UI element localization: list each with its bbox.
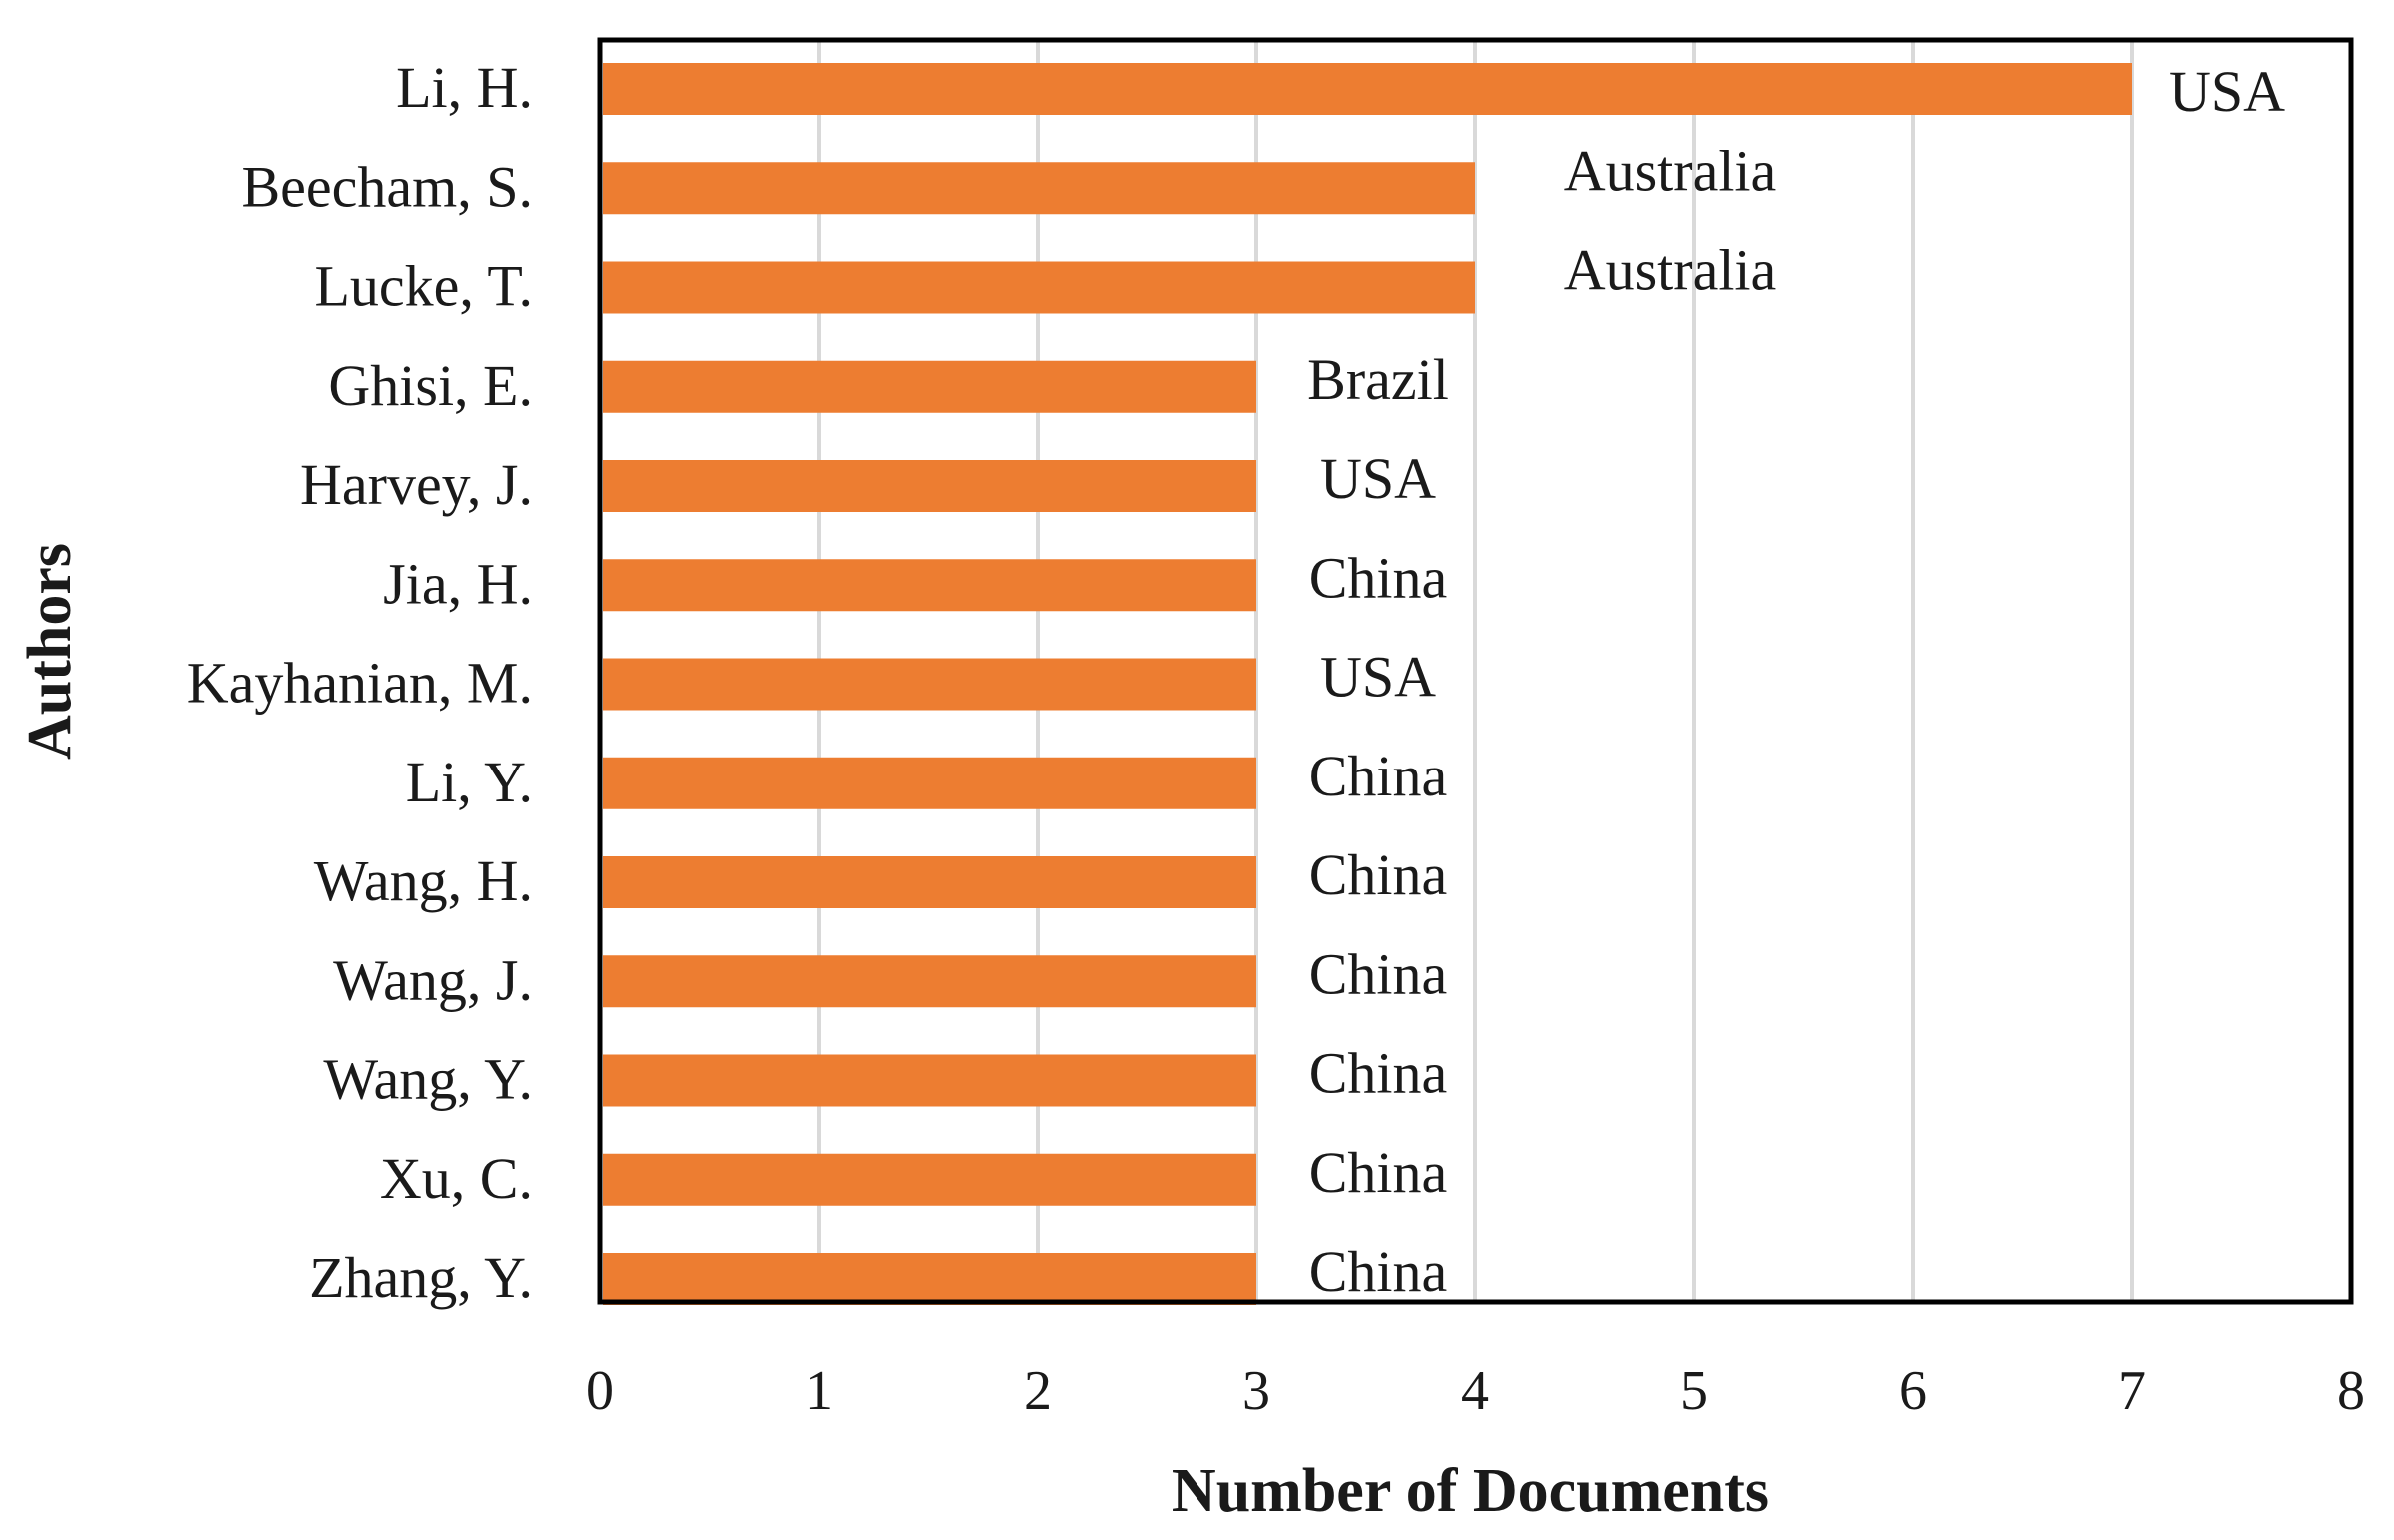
bar-3 — [603, 360, 1256, 413]
bar-10 — [603, 1054, 1256, 1107]
data-label-12: China — [1309, 1239, 1448, 1304]
data-label-2: Australia — [1564, 238, 1777, 303]
bar-11 — [603, 1153, 1256, 1206]
x-tick-label-4: 4 — [1461, 1360, 1489, 1422]
data-label-3: Brazil — [1307, 347, 1449, 412]
x-axis-title: Number of Documents — [1172, 1457, 1769, 1525]
x-tick-label-1: 1 — [805, 1360, 833, 1422]
bar-0 — [603, 63, 2132, 115]
x-tick-label-7: 7 — [2118, 1360, 2146, 1422]
data-label-11: China — [1309, 1140, 1448, 1205]
category-label-7: Li, Y. — [406, 750, 533, 814]
category-label-10: Wang, Y. — [323, 1047, 533, 1112]
data-label-0: USA — [2169, 59, 2285, 124]
x-tick-label-2: 2 — [1024, 1360, 1052, 1422]
bar-6 — [603, 658, 1256, 711]
bar-8 — [603, 856, 1256, 908]
category-label-12: Zhang, Y. — [309, 1245, 533, 1310]
category-label-2: Lucke, T. — [315, 254, 534, 319]
category-label-1: Beecham, S. — [241, 154, 533, 219]
category-label-0: Li, H. — [396, 55, 533, 120]
plot-frame — [597, 37, 2354, 1305]
category-label-4: Harvey, J. — [300, 452, 533, 517]
category-label-3: Ghisi, E. — [328, 353, 533, 418]
data-labels: USA Australia Australia Brazil USA China USA Ch… — [1307, 59, 2285, 1304]
x-tick-label-6: 6 — [1899, 1360, 1927, 1422]
bar-4 — [603, 460, 1256, 512]
data-label-10: China — [1309, 1041, 1448, 1106]
bar-2 — [603, 261, 1475, 314]
bar-1 — [603, 162, 1475, 215]
category-labels: Li, H. Beecham, S. Lucke, T. Ghisi, E. Harve… — [187, 55, 533, 1310]
bars — [603, 63, 2132, 1305]
data-label-9: China — [1309, 941, 1448, 1006]
data-label-8: China — [1309, 842, 1448, 907]
x-tick-label-8: 8 — [2337, 1360, 2365, 1422]
data-label-1: Australia — [1564, 138, 1777, 203]
x-tick-labels: 0 1 2 3 4 5 6 7 8 — [586, 1360, 2365, 1422]
data-label-7: China — [1309, 744, 1448, 808]
data-label-5: China — [1309, 545, 1448, 610]
bar-9 — [603, 955, 1256, 1008]
x-tick-label-3: 3 — [1242, 1360, 1270, 1422]
category-label-8: Wang, H. — [314, 848, 533, 913]
data-label-6: USA — [1320, 645, 1436, 710]
y-axis-title: Authors — [16, 543, 84, 760]
x-tick-label-5: 5 — [1680, 1360, 1708, 1422]
category-label-11: Xu, C. — [380, 1146, 533, 1211]
category-label-5: Jia, H. — [383, 551, 533, 616]
bar-5 — [603, 559, 1256, 612]
bar-7 — [603, 757, 1256, 809]
category-label-9: Wang, J. — [333, 947, 533, 1012]
bar-12 — [603, 1253, 1256, 1305]
category-label-6: Kayhanian, M. — [187, 651, 533, 716]
x-tick-label-0: 0 — [586, 1360, 614, 1422]
data-label-4: USA — [1320, 446, 1436, 511]
